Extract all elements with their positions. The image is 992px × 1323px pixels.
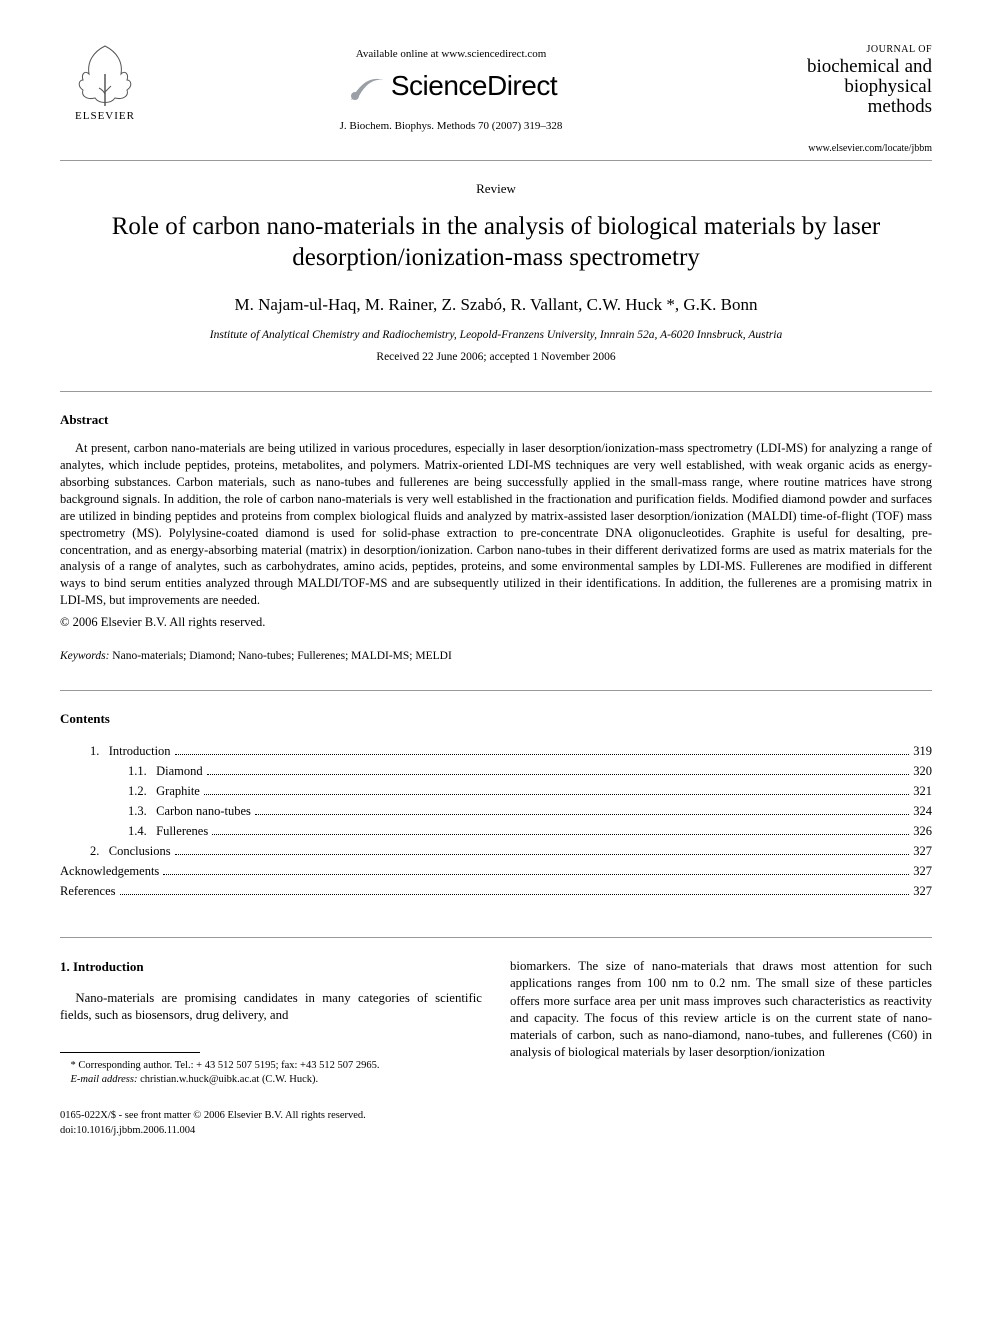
- toc-label: Conclusions: [109, 841, 171, 861]
- toc-leader-dots: [255, 814, 909, 815]
- keywords-text: Nano-materials; Diamond; Nano-tubes; Ful…: [109, 650, 451, 662]
- toc-page: 327: [913, 841, 932, 861]
- toc-row[interactable]: 1. Introduction 319: [60, 741, 932, 761]
- journal-name: biochemical and biophysical methods: [752, 57, 932, 117]
- toc-leader-dots: [120, 894, 910, 895]
- sciencedirect-swoosh-icon: [345, 66, 385, 106]
- toc-number: 1.2.: [60, 781, 156, 801]
- available-online-text: Available online at www.sciencedirect.co…: [150, 48, 752, 60]
- toc-row[interactable]: 1.4. Fullerenes 326: [60, 821, 932, 841]
- toc-page: 324: [913, 801, 932, 821]
- divider-rule: [60, 391, 932, 392]
- footnote-rule: [60, 1052, 200, 1053]
- toc-leader-dots: [212, 834, 909, 835]
- toc-row[interactable]: References 327: [60, 881, 932, 901]
- column-right: biomarkers. The size of nano-materials t…: [510, 958, 932, 1087]
- toc-leader-dots: [175, 754, 910, 755]
- toc-row[interactable]: 2. Conclusions 327: [60, 841, 932, 861]
- article-title: Role of carbon nano-materials in the ana…: [80, 211, 912, 274]
- doi-line: doi:10.1016/j.jbbm.2006.11.004: [60, 1124, 932, 1138]
- toc-leader-dots: [207, 774, 910, 775]
- journal-name-line2: biophysical: [752, 77, 932, 97]
- front-matter-line: 0165-022X/$ - see front matter © 2006 El…: [60, 1109, 932, 1123]
- toc-leader-dots: [204, 794, 909, 795]
- toc-page: 319: [913, 741, 932, 761]
- elsevier-tree-icon: [75, 40, 135, 108]
- abstract-heading: Abstract: [60, 412, 932, 428]
- email-tail: (C.W. Huck).: [262, 1074, 318, 1085]
- toc-page: 321: [913, 781, 932, 801]
- toc-number: 1.3.: [60, 801, 156, 821]
- toc-leader-dots: [163, 874, 909, 875]
- intro-heading: 1. Introduction: [60, 958, 482, 976]
- intro-para-right: biomarkers. The size of nano-materials t…: [510, 958, 932, 1062]
- journal-name-line1: biochemical and: [752, 57, 932, 77]
- sciencedirect-text: ScienceDirect: [391, 70, 557, 102]
- toc-page: 327: [913, 861, 932, 881]
- header-center: Available online at www.sciencedirect.co…: [150, 40, 752, 132]
- contents-heading: Contents: [60, 711, 932, 727]
- email-address[interactable]: christian.w.huck@uibk.ac.at: [137, 1074, 261, 1085]
- journal-url: www.elsevier.com/locate/jbbm: [752, 143, 932, 154]
- abstract-text: At present, carbon nano-materials are be…: [60, 440, 932, 609]
- column-left: 1. Introduction Nano-materials are promi…: [60, 958, 482, 1087]
- intro-para-left: Nano-materials are promising candidates …: [60, 990, 482, 1025]
- divider-rule-3: [60, 937, 932, 938]
- divider-rule-2: [60, 690, 932, 691]
- journal-block: JOURNAL OF biochemical and biophysical m…: [752, 40, 932, 154]
- keywords-line: Keywords: Nano-materials; Diamond; Nano-…: [60, 650, 932, 662]
- toc-number: 1.1.: [60, 761, 156, 781]
- toc-row[interactable]: Acknowledgements 327: [60, 861, 932, 881]
- toc-row[interactable]: 1.1. Diamond 320: [60, 761, 932, 781]
- header: ELSEVIER Available online at www.science…: [60, 40, 932, 161]
- bottom-meta: 0165-022X/$ - see front matter © 2006 El…: [60, 1109, 932, 1137]
- toc-label: Diamond: [156, 761, 203, 781]
- authors-text: M. Najam-ul-Haq, M. Rainer, Z. Szabó, R.…: [235, 295, 758, 314]
- email-label: E-mail address:: [71, 1074, 138, 1085]
- article-dates: Received 22 June 2006; accepted 1 Novemb…: [60, 351, 932, 363]
- toc-label: References: [60, 881, 116, 901]
- copyright-line: © 2006 Elsevier B.V. All rights reserved…: [60, 615, 932, 630]
- toc-label: Fullerenes: [156, 821, 208, 841]
- table-of-contents: 1. Introduction3191.1. Diamond3201.2. Gr…: [60, 741, 932, 901]
- email-footnote: E-mail address: christian.w.huck@uibk.ac…: [60, 1073, 482, 1087]
- journal-name-line3: methods: [752, 97, 932, 117]
- elsevier-logo-block: ELSEVIER: [60, 40, 150, 122]
- toc-number: 1.: [60, 741, 109, 761]
- toc-page: 320: [913, 761, 932, 781]
- toc-label: Carbon nano-tubes: [156, 801, 251, 821]
- toc-page: 327: [913, 881, 932, 901]
- toc-number: 1.4.: [60, 821, 156, 841]
- toc-label: Graphite: [156, 781, 200, 801]
- sciencedirect-logo: ScienceDirect: [150, 66, 752, 106]
- journal-of-label: JOURNAL OF: [752, 44, 932, 55]
- corresponding-author-footnote: * Corresponding author. Tel.: + 43 512 5…: [60, 1059, 482, 1073]
- toc-label: Introduction: [109, 741, 171, 761]
- citation-line: J. Biochem. Biophys. Methods 70 (2007) 3…: [150, 120, 752, 132]
- toc-number: 2.: [60, 841, 109, 861]
- body-columns: 1. Introduction Nano-materials are promi…: [60, 958, 932, 1087]
- toc-row[interactable]: 1.2. Graphite 321: [60, 781, 932, 801]
- affiliation: Institute of Analytical Chemistry and Ra…: [60, 329, 932, 341]
- article-type: Review: [60, 181, 932, 197]
- toc-leader-dots: [175, 854, 910, 855]
- toc-row[interactable]: 1.3. Carbon nano-tubes 324: [60, 801, 932, 821]
- toc-label: Acknowledgements: [60, 861, 159, 881]
- keywords-label: Keywords:: [60, 650, 109, 662]
- elsevier-label: ELSEVIER: [75, 110, 135, 122]
- authors-line: M. Najam-ul-Haq, M. Rainer, Z. Szabó, R.…: [60, 295, 932, 315]
- toc-page: 326: [913, 821, 932, 841]
